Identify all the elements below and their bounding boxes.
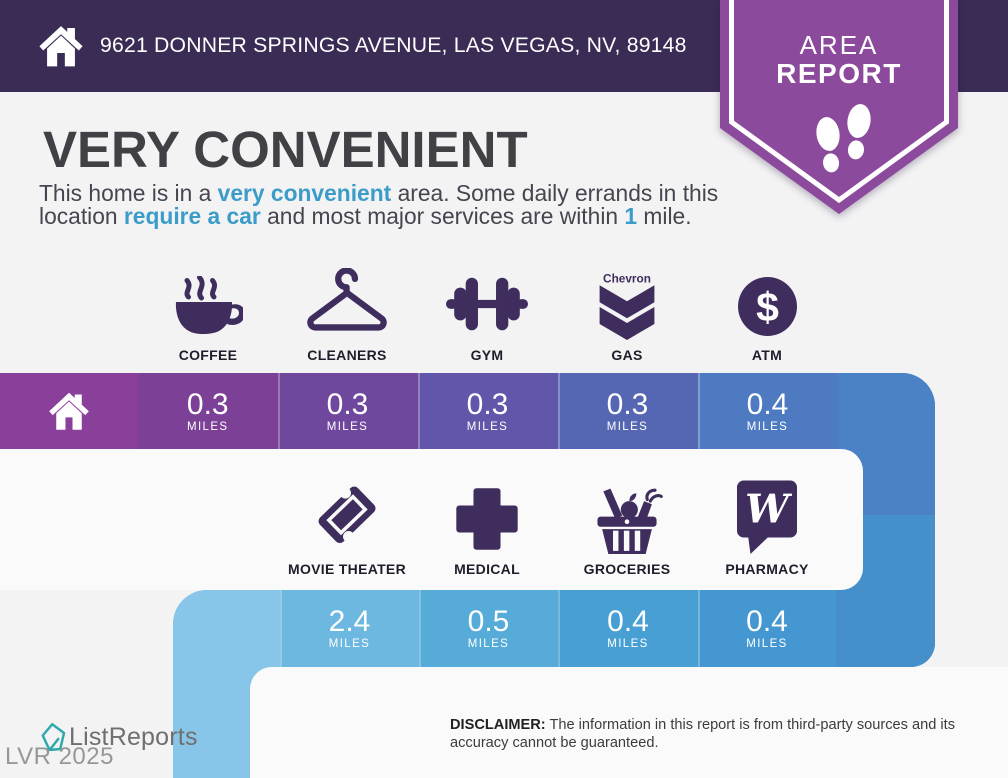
disclaimer: DISCLAIMER: The information in this repo…	[450, 716, 990, 752]
disclaimer-text: accuracy cannot be guaranteed.	[450, 735, 659, 751]
walgreens-icon: W	[697, 480, 837, 554]
listreports-text: ListReports	[69, 722, 198, 751]
dumbbell-icon	[417, 268, 557, 340]
footprints-icon	[816, 104, 871, 173]
dollar-sign: $	[756, 284, 779, 330]
bottom-panel	[250, 667, 1008, 778]
intro-highlight: very convenient	[217, 180, 392, 206]
distance-value: 0.3	[326, 387, 369, 421]
distance-value: 0.3	[186, 387, 229, 421]
intro-paragraph: This home is in a very convenient area. …	[39, 182, 739, 227]
band2-cell-pharmacy: 0.4 MILES	[698, 590, 836, 667]
band1-cell-cleaners: 0.3 MILES	[277, 373, 418, 449]
intro-highlight: 1	[624, 202, 638, 229]
listreports-brand: ListReports	[41, 722, 198, 752]
distance-unit: MILES	[466, 420, 509, 433]
disclaimer-text: The information in this report is from t…	[545, 717, 956, 733]
place-label: MOVIE THEATER	[288, 561, 406, 577]
disclaimer-label: DISCLAIMER:	[450, 717, 546, 733]
place-medical: MEDICAL	[417, 482, 557, 577]
place-coffee: COFFEE	[138, 268, 278, 363]
distance-value: 0.3	[466, 387, 509, 421]
intro-text: mile.	[637, 202, 692, 229]
row2-icons-panel	[0, 449, 863, 590]
distance-unit: MILES	[746, 420, 789, 433]
place-label: PHARMACY	[725, 561, 809, 577]
distance-unit: MILES	[607, 638, 649, 650]
place-pharmacy: W PHARMACY	[697, 480, 837, 577]
place-movie-theater: MOVIE THEATER	[277, 482, 417, 577]
distance-unit: MILES	[606, 420, 649, 433]
home-icon	[49, 392, 89, 430]
distance-unit: MILES	[328, 638, 371, 650]
distance-value: 0.3	[606, 387, 649, 421]
band1-tail	[837, 373, 935, 449]
dollar-circle-icon: $	[697, 268, 837, 340]
distance-unit: MILES	[746, 638, 788, 650]
chevron-gas-icon: Chevron	[557, 268, 697, 340]
distance-unit: MILES	[186, 420, 229, 433]
place-atm: $ ATM	[697, 268, 837, 363]
place-label: CLEANERS	[307, 347, 387, 363]
place-label: COFFEE	[178, 347, 238, 363]
place-label: MEDICAL	[454, 561, 520, 577]
place-groceries: GROCERIES	[557, 482, 697, 577]
place-label: GAS	[611, 347, 643, 363]
coffee-icon	[138, 268, 278, 340]
intro-text: and most major services are within	[260, 202, 625, 229]
intro-text: location	[39, 202, 124, 229]
ticket-icon	[277, 482, 417, 554]
place-label: GYM	[470, 347, 504, 363]
band1-cell-gas: 0.3 MILES	[557, 373, 698, 449]
distance-value: 0.4	[746, 387, 789, 421]
place-gas: Chevron GAS	[557, 268, 697, 363]
distance-value: 0.5	[467, 605, 510, 638]
band2-cell-medical: 0.5 MILES	[419, 590, 558, 667]
distance-value: 0.4	[607, 605, 649, 638]
listreports-logo	[41, 723, 66, 751]
grocery-basket-icon	[557, 482, 697, 554]
intro-text: area. Some daily errands in this	[391, 180, 719, 206]
distance-value: 0.4	[746, 605, 788, 638]
page-title: VERY CONVENIENT	[43, 121, 528, 178]
distance-unit: MILES	[326, 420, 369, 433]
hanger-icon	[277, 268, 417, 340]
place-label: GROCERIES	[583, 561, 671, 577]
band1-cell-atm: 0.4 MILES	[697, 373, 838, 449]
intro-text: This home is in a	[39, 180, 218, 206]
medical-cross-icon	[417, 482, 557, 554]
area-report-badge	[720, 0, 958, 214]
header-address: 9621 DONNER SPRINGS AVENUE, LAS VEGAS, N…	[100, 34, 687, 57]
gas-brand-text: Chevron	[603, 272, 651, 285]
distance-unit: MILES	[467, 638, 510, 650]
band2-corner	[173, 590, 280, 667]
badge-text: AREA REPORT	[720, 0, 958, 89]
place-label: ATM	[751, 347, 783, 363]
watermark: LVR 2025	[5, 743, 114, 770]
walgreens-w: W	[745, 487, 793, 533]
band2-cell-groceries: 0.4 MILES	[558, 590, 698, 667]
band1-home-cell	[0, 373, 138, 449]
band1-cell-gym: 0.3 MILES	[417, 373, 558, 449]
intro-highlight: require a car	[123, 202, 261, 229]
distance-value: 2.4	[328, 605, 371, 638]
band2-tail	[836, 590, 935, 667]
band2-cell-movie: 2.4 MILES	[280, 590, 419, 667]
badge-line1: AREA	[799, 30, 879, 60]
home-icon	[39, 26, 83, 67]
band1-cell-coffee: 0.3 MILES	[138, 373, 278, 449]
badge-line2: REPORT	[776, 58, 902, 89]
place-cleaners: CLEANERS	[277, 268, 417, 363]
place-gym: GYM	[417, 268, 557, 363]
